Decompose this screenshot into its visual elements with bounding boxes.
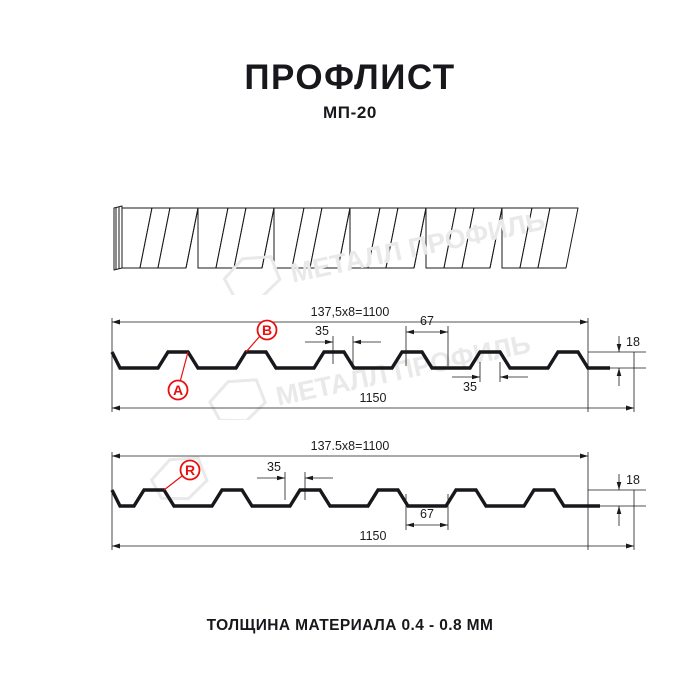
dim-label-rib-top-35: 35 — [315, 324, 329, 338]
callout-r: R — [163, 459, 201, 491]
callout-a-label: A — [173, 382, 183, 398]
callout-b: B — [245, 319, 278, 353]
dim-valley-67 — [405, 326, 449, 366]
watermark-isometric: МЕТАЛЛ ПРОФИЛЬ — [222, 215, 548, 295]
dim-label-height-18: 18 — [626, 335, 640, 349]
page-subtitle: МП-20 — [323, 103, 377, 122]
isometric-view — [113, 205, 579, 271]
dim-label-pitch-front: 137,5x8=1100 — [311, 305, 390, 319]
dim-label-height-18-back: 18 — [626, 473, 640, 487]
cross-section-front: МЕТАЛЛ ПРОФИЛЬ 35 — [110, 305, 646, 420]
watermark-text-iso: МЕТАЛЛ ПРОФИЛЬ — [288, 215, 548, 289]
dim-height-18 — [588, 336, 646, 386]
dim-label-rib-bottom-35: 35 — [463, 380, 477, 394]
dim-label-pitch-back: 137.5x8=1100 — [311, 439, 390, 453]
callout-b-label: B — [262, 322, 272, 338]
dim-rib-top-35-back — [257, 472, 333, 500]
profile-polyline-front — [110, 350, 610, 370]
material-thickness-note: ТОЛЩИНА МАТЕРИАЛА 0.4 - 0.8 ММ — [206, 617, 494, 634]
dim-height-18-back — [588, 474, 646, 526]
dim-label-total-front: 1150 — [360, 391, 387, 405]
callout-r-label: R — [185, 462, 195, 478]
dim-label-rib-top-35-back: 35 — [267, 460, 281, 474]
dim-label-total-back: 1150 — [360, 529, 387, 543]
callout-a: A — [167, 351, 189, 401]
dim-rib-bottom-35 — [452, 362, 528, 382]
watermark-section-2 — [149, 456, 209, 501]
dim-label-valley-67-back: 67 — [420, 507, 434, 521]
cross-section-back: 35 67 18 R 137.5x8=1100 115 — [110, 439, 646, 550]
svg-text:МЕТАЛЛ ПРОФИЛЬ: МЕТАЛЛ ПРОФИЛЬ — [273, 328, 533, 411]
profile-polyline-back — [110, 488, 600, 508]
dim-label-valley-67: 67 — [420, 314, 434, 328]
dim-rib-top-35 — [305, 336, 381, 364]
page-title: ПРОФЛИСТ — [244, 58, 456, 97]
